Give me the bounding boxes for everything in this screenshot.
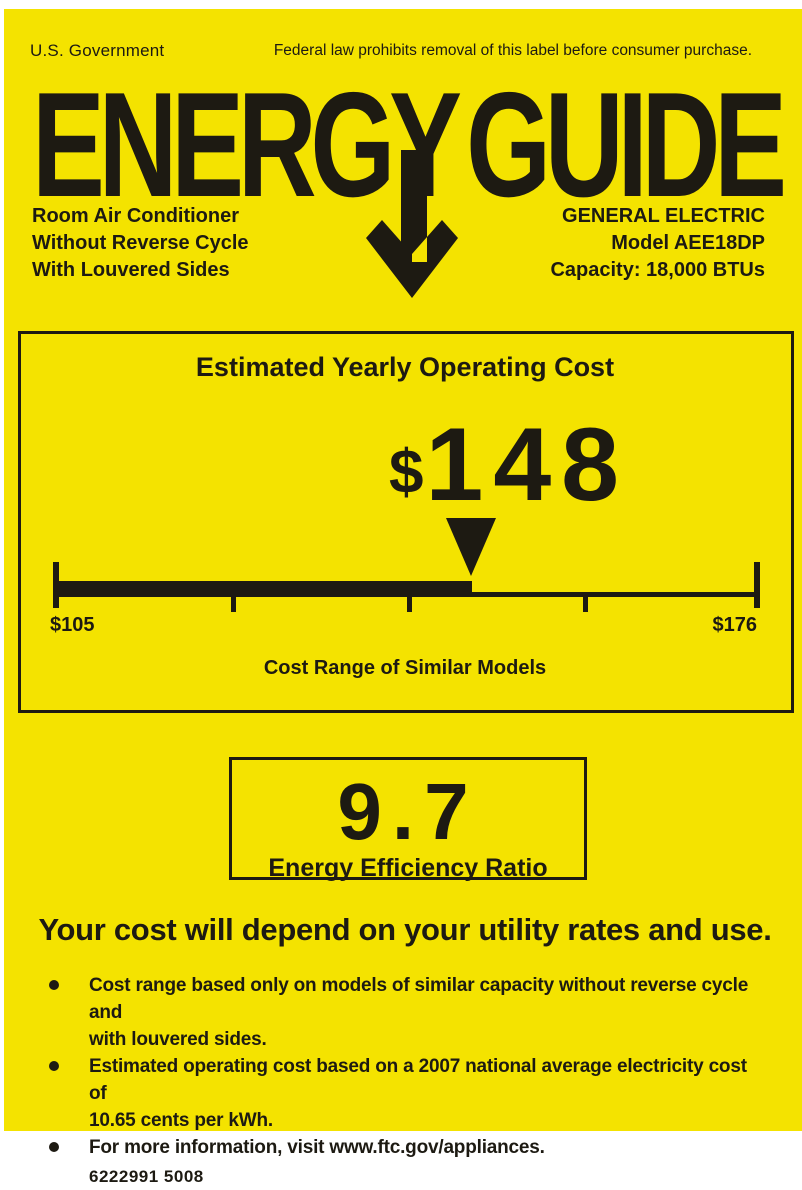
- scale-quarter-tick: [583, 597, 588, 612]
- eer-value: 9.7: [337, 767, 479, 856]
- footnote-line: For more information, visit www.ftc.gov/…: [89, 1137, 545, 1158]
- scale-filled-bar: [56, 581, 472, 597]
- model-number: Model AEE18DP: [611, 232, 765, 254]
- bullet-icon: [49, 980, 59, 990]
- manufacturer-name: GENERAL ELECTRIC: [562, 205, 765, 227]
- footnote-line: with louvered sides.: [89, 1029, 267, 1050]
- footnote-line: Cost range based only on models of simil…: [89, 975, 749, 1023]
- operating-cost-panel: [18, 331, 794, 713]
- energy-guide-label: U.S. Government Federal law prohibits re…: [4, 9, 802, 1186]
- footnote-item: Estimated operating cost based on a 2007…: [49, 1053, 769, 1134]
- product-type-block: Room Air Conditioner Without Reverse Cyc…: [32, 203, 249, 284]
- scale-quarter-tick: [231, 597, 236, 612]
- energyguide-logo: ENERGY GUIDE: [32, 62, 787, 229]
- scale-caption: Cost Range of Similar Models: [263, 657, 547, 679]
- manufacturer-block: GENERAL ELECTRIC Model AEE18DP Capacity:…: [550, 203, 765, 284]
- operating-cost-title: Estimated Yearly Operating Cost: [195, 352, 615, 382]
- bullet-icon: [49, 1142, 59, 1152]
- label-number: 6222991 5008: [89, 1167, 204, 1186]
- scale-min-label: $105: [50, 614, 95, 636]
- usage-note: Your cost will depend on your utility ra…: [38, 912, 772, 947]
- footnote-item: Cost range based only on models of simil…: [49, 972, 769, 1053]
- down-arrow-icon: [366, 150, 458, 298]
- product-line: With Louvered Sides: [32, 259, 230, 281]
- scale-right-endcap: [754, 562, 760, 608]
- bullet-icon: [49, 1061, 59, 1071]
- us-government-text: U.S. Government: [30, 41, 165, 60]
- logo-word-guide: GUIDE: [466, 62, 787, 229]
- scale-remainder-bar: [472, 592, 757, 597]
- cost-amount: 148: [425, 407, 630, 523]
- footnotes-list: Cost range based only on models of simil…: [49, 972, 769, 1190]
- scale-max-label: $176: [712, 614, 758, 636]
- eer-label: Energy Efficiency Ratio: [268, 854, 548, 882]
- yearly-cost-value: $148: [389, 413, 629, 517]
- dollar-sign: $: [388, 438, 424, 507]
- product-line: Without Reverse Cycle: [32, 232, 249, 254]
- federal-law-notice: Federal law prohibits removal of this la…: [273, 42, 752, 59]
- footnote-line: Estimated operating cost based on a 2007…: [89, 1056, 747, 1104]
- capacity: Capacity: 18,000 BTUs: [550, 259, 765, 281]
- product-line: Room Air Conditioner: [32, 205, 240, 227]
- footnote-item: For more information, visit www.ftc.gov/…: [49, 1134, 769, 1161]
- footnote-line: 10.65 cents per kWh.: [89, 1110, 273, 1131]
- eer-panel: 9.7 Energy Efficiency Ratio: [229, 757, 587, 882]
- cost-pointer-icon: [446, 518, 496, 576]
- logo-word-energy: ENERGY: [32, 62, 462, 229]
- scale-quarter-tick: [407, 597, 412, 612]
